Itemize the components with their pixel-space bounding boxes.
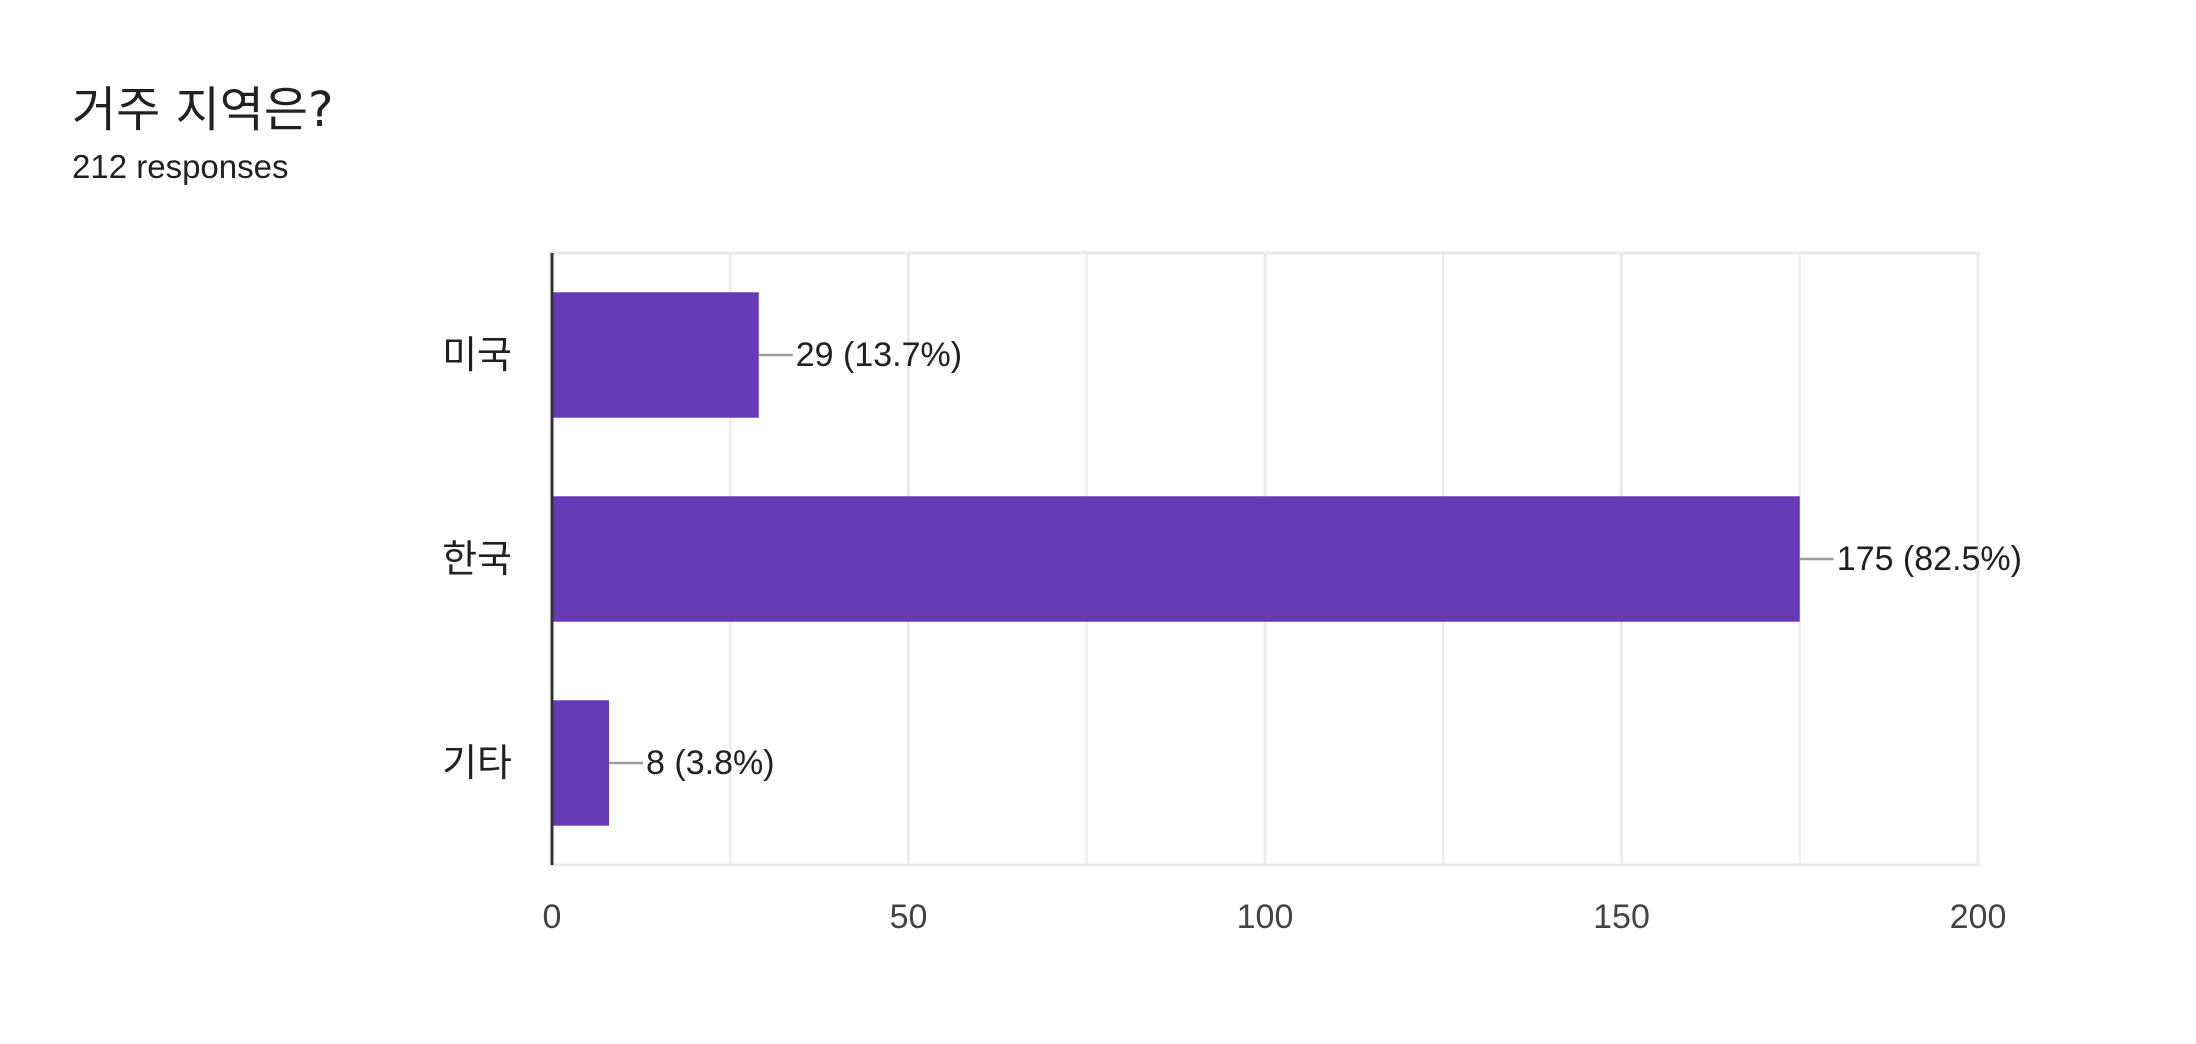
bar [552,496,1800,622]
x-tick-label: 100 [1237,898,1294,936]
data-label: 8 (3.8%) [646,744,775,782]
bar [552,700,610,826]
bar [552,292,759,418]
category-label: 미국 [442,333,512,377]
x-tick-label: 50 [890,898,928,936]
category-label: 기타 [442,741,512,785]
data-label: 29 (13.7%) [796,336,962,374]
response-count: 212 responses [72,148,289,185]
question-title: 거주 지역은? [72,82,334,138]
category-label: 한국 [442,537,512,581]
x-tick-label: 0 [543,898,562,936]
data-label: 175 (82.5%) [1837,540,2022,578]
x-tick-label: 200 [1950,898,2007,936]
x-tick-label: 150 [1593,898,1650,936]
